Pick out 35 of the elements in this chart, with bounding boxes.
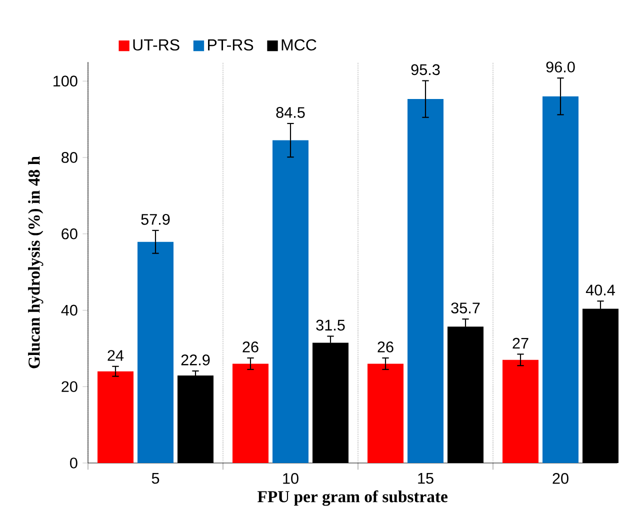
legend-label: MCC <box>282 39 316 51</box>
data-label: 26 <box>378 342 394 352</box>
bar <box>98 371 134 463</box>
x-tick-label: 15 <box>418 473 434 484</box>
x-tick-label: 5 <box>152 473 160 484</box>
data-label: 96.0 <box>546 62 575 72</box>
bar <box>368 364 404 463</box>
legend-label: PT-RS <box>208 39 254 51</box>
data-label: 31.5 <box>316 320 345 331</box>
bar <box>502 360 538 463</box>
x-axis-title: FPU per gram of substrate <box>258 490 448 506</box>
y-tick-label: 80 <box>62 152 78 163</box>
data-label: 26 <box>242 342 258 352</box>
bar <box>542 96 579 463</box>
data-label: 95.3 <box>411 64 440 76</box>
y-tick-label: 100 <box>54 76 78 87</box>
y-tick-label: 20 <box>62 381 78 392</box>
bar <box>138 242 174 463</box>
data-label: 57.9 <box>141 214 170 225</box>
y-tick-label: 40 <box>61 304 78 316</box>
bar <box>408 99 444 463</box>
bar <box>272 140 308 463</box>
data-label: 40.4 <box>586 284 615 296</box>
y-axis-title: Glucan hydrolysis (%) in 48 h <box>28 156 44 368</box>
data-label: 84.5 <box>276 107 305 118</box>
x-tick-label: 20 <box>552 473 568 484</box>
data-label: 35.7 <box>451 302 480 314</box>
y-tick-label: 60 <box>62 228 78 240</box>
data-label: 22.9 <box>181 354 210 366</box>
y-tick-label: 0 <box>70 458 78 468</box>
legend-label: UT-RS <box>133 39 180 51</box>
data-label: 27 <box>512 338 528 349</box>
x-tick-label: 10 <box>283 473 298 484</box>
bar <box>232 364 269 463</box>
data-label: 24 <box>108 350 124 361</box>
